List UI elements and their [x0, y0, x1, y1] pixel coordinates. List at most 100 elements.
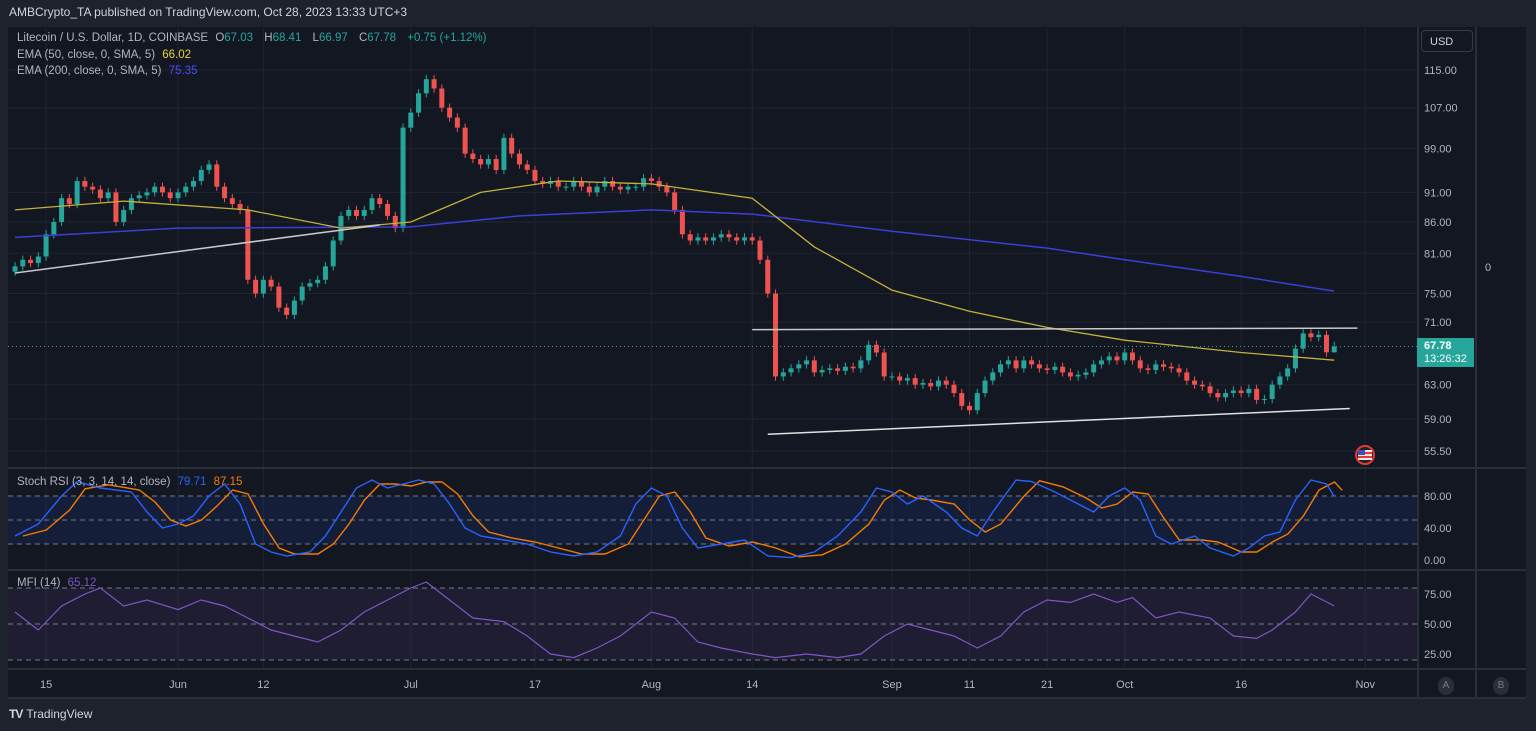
trendline-range-support	[767, 407, 1350, 436]
ema50-legend[interactable]: EMA (50, close, 0, SMA, 5) 66.02	[17, 49, 195, 61]
price-axis-label: 86.00	[1424, 217, 1452, 229]
candle-body	[563, 186, 569, 188]
currency-button[interactable]: USD	[1421, 30, 1473, 52]
candle-body	[144, 192, 150, 196]
candle-body	[1230, 390, 1236, 394]
stoch-rsi-legend[interactable]: Stoch RSI (3, 3, 14, 14, close) 79.71 87…	[17, 476, 246, 488]
time-axis-label: 21	[1041, 679, 1053, 691]
candle-body	[1106, 356, 1112, 361]
ema200-legend[interactable]: EMA (200, close, 0, SMA, 5) 75.35	[17, 65, 201, 77]
candle-body	[641, 178, 647, 187]
axes: 15 Jun 12 Jul 17 Aug 14 Sep 11 21 Oct 16 Nov 115.00 10…	[40, 65, 1458, 691]
candle-body	[392, 215, 398, 229]
stoch-axis-label: 80.00	[1424, 491, 1452, 503]
stoch-d-value: 87.15	[213, 476, 243, 488]
candle-body	[121, 209, 127, 222]
last-price: 67.78	[1424, 340, 1452, 352]
candle-body	[183, 186, 189, 193]
trendline-range-resistance	[752, 327, 1358, 331]
candle-body	[866, 344, 872, 361]
candle-body	[1292, 348, 1298, 369]
candle-body	[881, 352, 887, 377]
candle-body	[594, 186, 600, 193]
price-axis-label: 63.00	[1424, 380, 1452, 392]
pane-separators	[8, 27, 1526, 699]
candle-body	[268, 279, 274, 287]
ema200-line	[14, 209, 1335, 292]
candle-body	[408, 112, 414, 128]
price-axis-label: 115.00	[1424, 65, 1457, 77]
time-axis-label: 16	[1235, 679, 1247, 691]
candle-body	[90, 186, 96, 190]
candle-body	[12, 266, 18, 272]
candle-body	[128, 198, 134, 210]
candle-body	[1036, 364, 1042, 369]
candle-body	[741, 237, 747, 241]
candle-body	[478, 159, 484, 165]
trendline-rising-support-may-jun	[14, 224, 380, 274]
candle-body	[222, 186, 228, 199]
time-axis-label: 15	[40, 679, 52, 691]
candle-body	[509, 137, 515, 154]
candle-body	[1176, 368, 1182, 373]
candle-body	[734, 237, 740, 241]
candle-body	[827, 368, 833, 370]
ema200-label: EMA (200, close, 0, SMA, 5)	[17, 65, 162, 77]
price-axis-label: 81.00	[1424, 248, 1452, 260]
candle-body	[904, 378, 910, 381]
candle-body	[1021, 360, 1027, 369]
bar-countdown: 13:26:32	[1424, 353, 1467, 365]
candle-body	[749, 237, 755, 241]
ema50-line	[14, 180, 1335, 361]
candle-body	[113, 192, 119, 222]
candle-body	[540, 181, 546, 184]
scale-b-button[interactable]: B	[1493, 677, 1509, 695]
candle-body	[959, 393, 965, 406]
candle-body	[967, 405, 973, 411]
candle-body	[974, 393, 980, 411]
candle-body	[136, 195, 142, 199]
candle-body	[920, 383, 926, 385]
mfi-legend[interactable]: MFI (14) 65.12	[17, 577, 100, 589]
candle-body	[757, 240, 763, 260]
candle-body	[610, 181, 616, 187]
candle-body	[315, 279, 321, 284]
high-value: 68.41	[272, 32, 302, 44]
candle-body	[1060, 366, 1066, 373]
auto-scale-button[interactable]: A	[1438, 677, 1454, 695]
candle-body	[579, 181, 585, 187]
candle-body	[276, 286, 282, 308]
tradingview-logo[interactable]: TV TradingView	[9, 707, 92, 721]
last-price-badge: 67.78 13:26:32	[1417, 338, 1474, 367]
candle-body	[439, 88, 445, 108]
candle-body	[377, 198, 383, 205]
candle-body	[1029, 360, 1035, 365]
candle-body	[703, 237, 709, 241]
symbol-legend[interactable]: Litecoin / U.S. Dollar, 1D, COINBASE O67…	[17, 32, 491, 44]
candle-body	[1277, 376, 1283, 385]
stoch-axis-label: 0.00	[1424, 555, 1445, 567]
candle-body	[346, 209, 352, 216]
candle-body	[416, 93, 422, 113]
candle-body	[1044, 368, 1050, 370]
candle-body	[571, 181, 577, 187]
candle-body	[788, 368, 794, 373]
candle-body	[253, 279, 259, 294]
close-value: 67.78	[367, 32, 397, 44]
candle-body	[633, 186, 639, 188]
economic-event-us-flag-icon[interactable]	[1355, 445, 1375, 465]
candle-body	[672, 192, 678, 210]
grid-lines	[8, 27, 1418, 668]
mfi-label: MFI (14)	[17, 577, 61, 589]
candle-body	[1192, 380, 1198, 385]
candle-body	[928, 383, 934, 387]
stoch-axis-label: 40.00	[1424, 523, 1452, 535]
time-axis-label: Sep	[882, 679, 902, 691]
candle-body	[369, 198, 375, 210]
candle-body	[811, 360, 817, 373]
candle-body	[1199, 384, 1205, 387]
candle-body	[1285, 368, 1291, 377]
candle-body	[804, 360, 810, 365]
candle-body	[229, 198, 235, 205]
